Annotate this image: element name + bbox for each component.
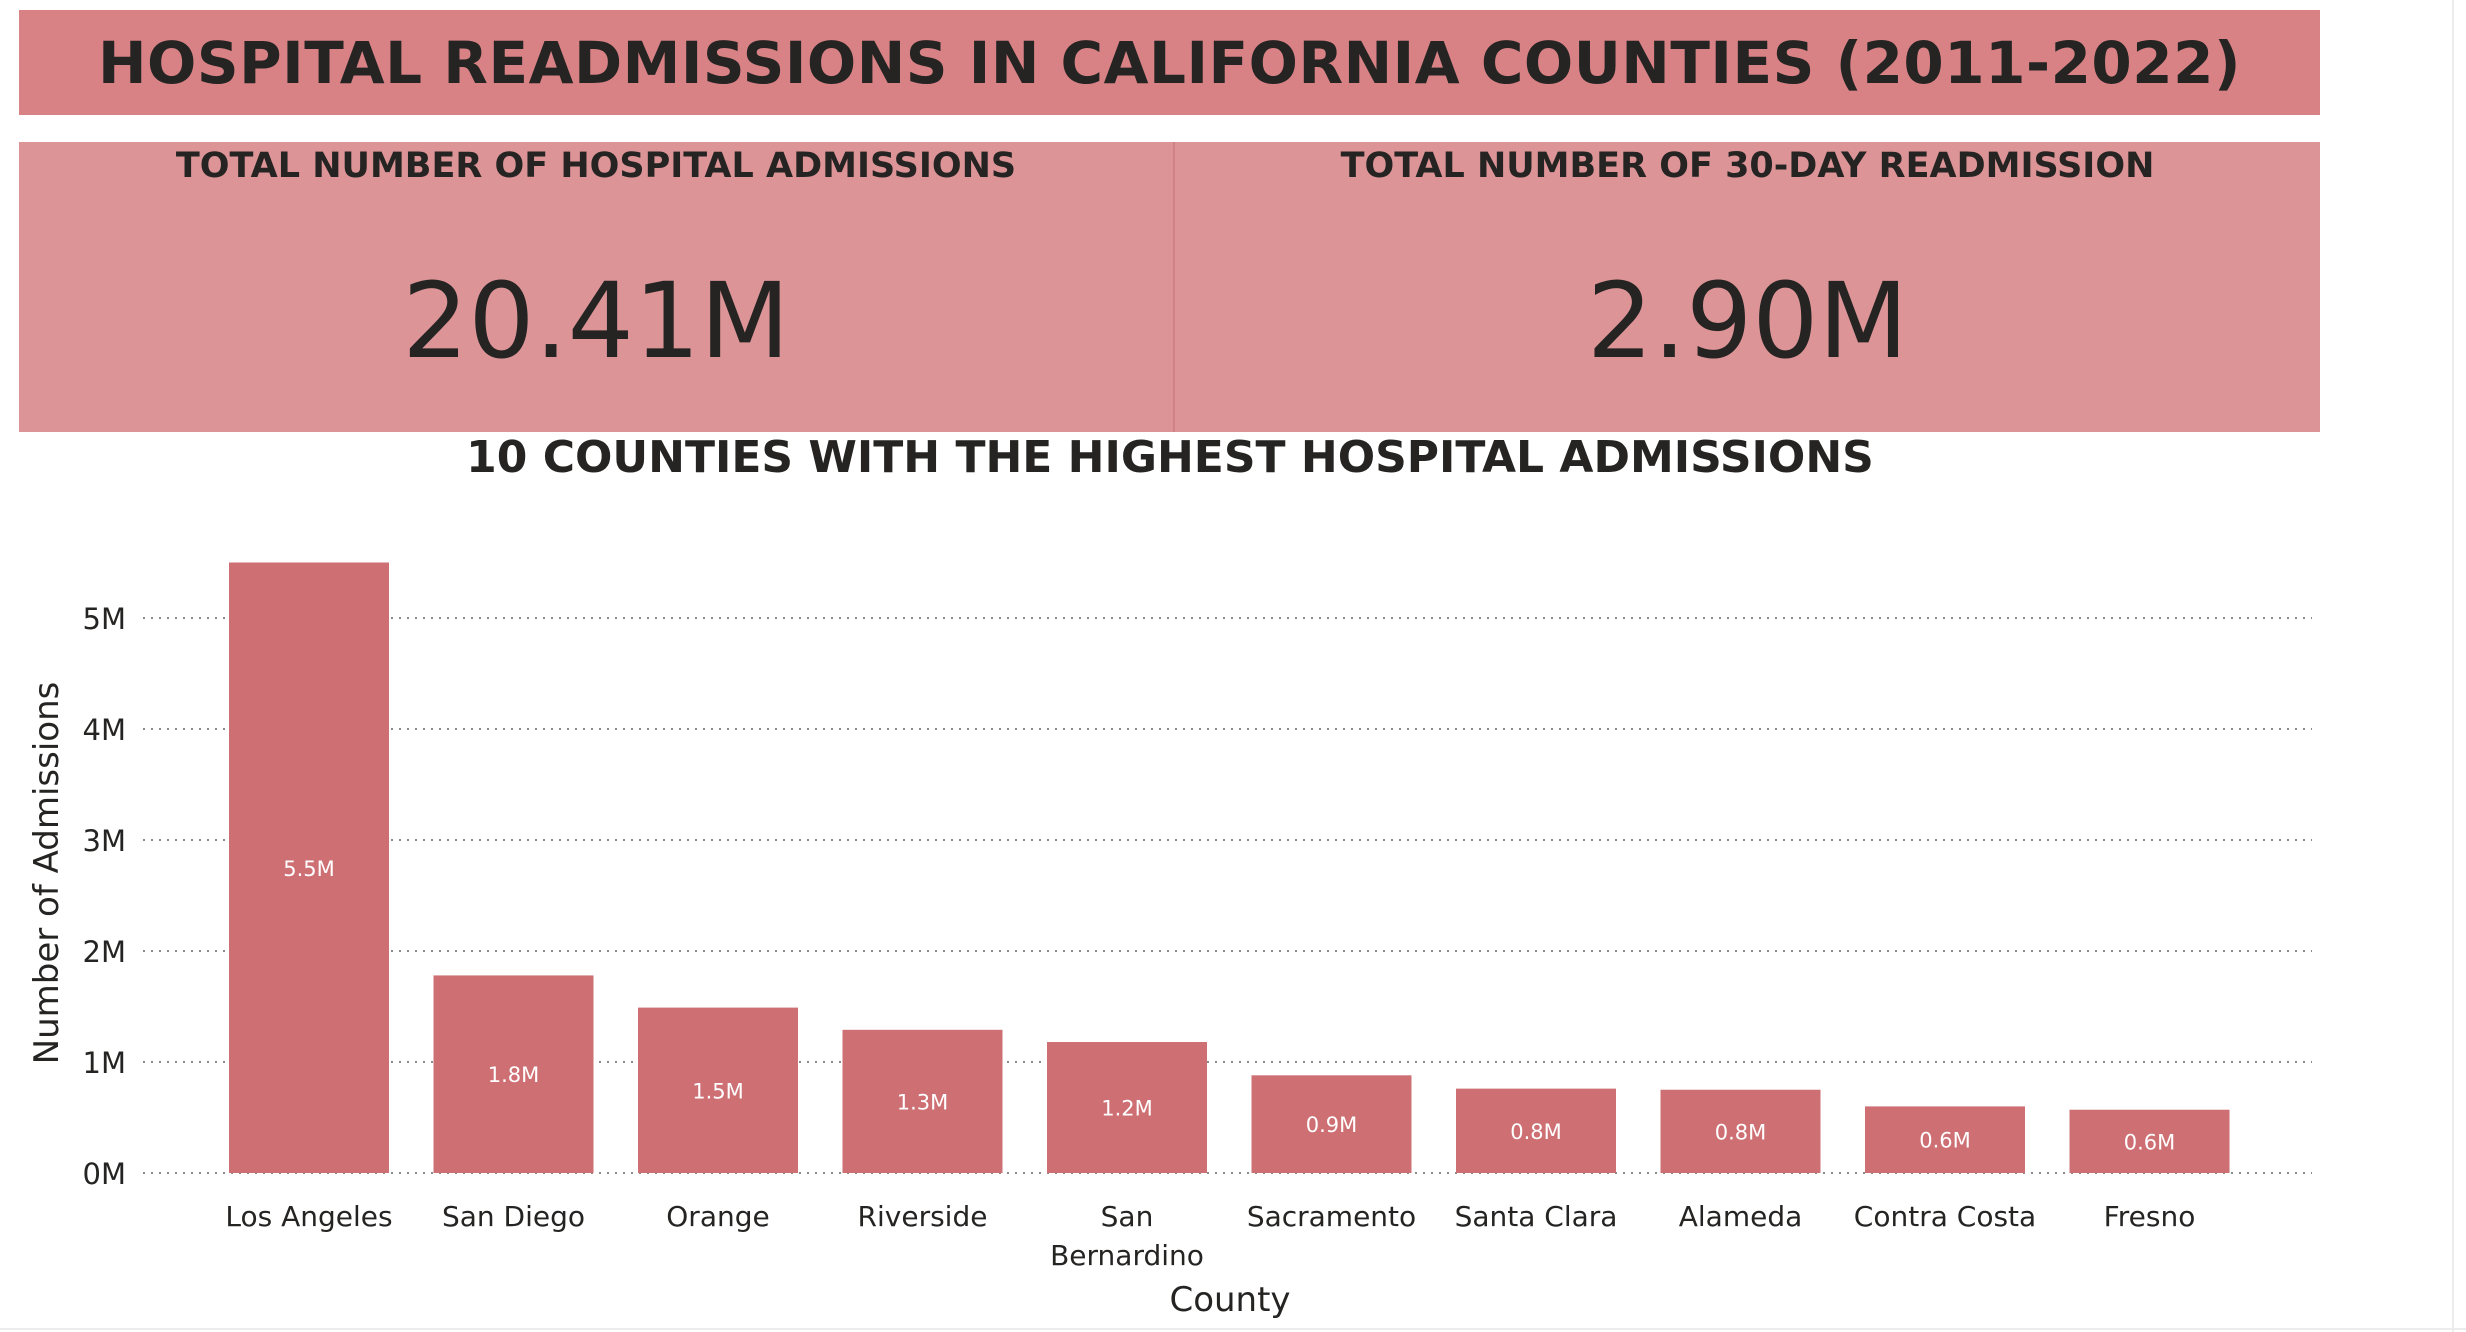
bar-san-bernardino[interactable] (1047, 1042, 1207, 1173)
kpi-label-readmissions: TOTAL NUMBER OF 30-DAY READMISSION (1340, 146, 2155, 186)
page-right-border (2452, 0, 2454, 1332)
chart-title: 10 COUNTIES WITH THE HIGHEST HOSPITAL AD… (466, 432, 1874, 483)
page-bottom-border (0, 1328, 2466, 1330)
bar-data-label: 0.6M (1919, 1129, 1971, 1153)
y-tick-label: 4M (83, 713, 126, 747)
kpi-value-admissions: 20.41M (402, 260, 790, 382)
kpi-panel: TOTAL NUMBER OF HOSPITAL ADMISSIONS 20.4… (19, 142, 2320, 432)
bar-orange[interactable] (638, 1007, 798, 1173)
bar-data-label: 5.5M (283, 857, 335, 881)
bar-santa-clara[interactable] (1456, 1088, 1616, 1173)
x-tick-label: Bernardino (1050, 1239, 1204, 1272)
bar-chart[interactable]: Number of Admissions County 0M 1M 2M 3M 4M 5M… (0, 0, 2340, 1332)
x-tick-label: San Diego (442, 1200, 585, 1233)
bar-data-label: 0.6M (2124, 1130, 2176, 1154)
x-tick-label: Santa Clara (1455, 1200, 1618, 1233)
kpi-card-readmissions[interactable]: TOTAL NUMBER OF 30-DAY READMISSION 2.90M (1175, 142, 2320, 432)
y-tick-label: 0M (83, 1157, 126, 1191)
y-tick-label: 1M (83, 1046, 126, 1080)
bar-alameda[interactable] (1660, 1089, 1821, 1173)
x-tick-label: San (1101, 1200, 1154, 1233)
dashboard-title: HOSPITAL READMISSIONS IN CALIFORNIA COUN… (97, 28, 2242, 97)
bar-data-label: 1.3M (897, 1090, 949, 1114)
y-tick-label: 2M (83, 935, 126, 969)
x-axis-label: County (1169, 1280, 1290, 1320)
bar-sacramento[interactable] (1251, 1075, 1412, 1173)
bar-data-label: 1.8M (488, 1063, 540, 1087)
x-tick-label: Riverside (858, 1200, 988, 1233)
dashboard-title-banner: HOSPITAL READMISSIONS IN CALIFORNIA COUN… (19, 10, 2320, 115)
y-axis-label: Number of Admissions (27, 682, 67, 1065)
bar-san-diego[interactable] (433, 975, 594, 1173)
bar-fresno[interactable] (2069, 1109, 2230, 1173)
x-tick-label: Contra Costa (1854, 1200, 2036, 1233)
x-tick-label: Fresno (2104, 1200, 2196, 1233)
bar-riverside[interactable] (842, 1029, 1003, 1173)
kpi-divider (1173, 142, 1175, 432)
bar-data-label: 1.2M (1101, 1097, 1153, 1121)
bar-contra-costa[interactable] (1865, 1106, 2025, 1173)
y-tick-label: 5M (83, 602, 126, 636)
kpi-label-admissions: TOTAL NUMBER OF HOSPITAL ADMISSIONS (175, 146, 1017, 186)
x-tick-label: Sacramento (1247, 1200, 1416, 1233)
kpi-card-admissions[interactable]: TOTAL NUMBER OF HOSPITAL ADMISSIONS 20.4… (19, 142, 1173, 432)
x-tick-label: Los Angeles (225, 1200, 392, 1233)
kpi-value-readmissions: 2.90M (1586, 260, 1909, 382)
x-tick-label: Alameda (1679, 1200, 1803, 1233)
bar-data-label: 0.8M (1715, 1120, 1767, 1144)
bar-data-label: 1.5M (692, 1079, 744, 1103)
x-tick-label: Orange (666, 1200, 769, 1233)
bar-data-label: 0.8M (1510, 1120, 1562, 1144)
bar-data-label: 0.9M (1306, 1113, 1358, 1137)
bar-los-angeles[interactable] (229, 562, 389, 1174)
y-tick-label: 3M (83, 824, 126, 858)
